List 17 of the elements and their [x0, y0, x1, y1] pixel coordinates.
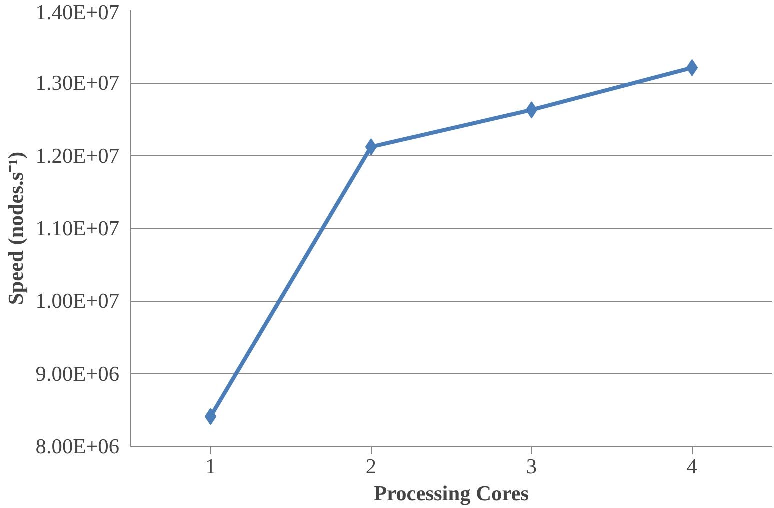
y-tick-label: 1.10E+07	[36, 216, 120, 240]
x-tick-label: 2	[366, 454, 377, 478]
x-axis-title: Processing Cores	[374, 482, 530, 506]
x-tick-label: 1	[205, 454, 216, 478]
y-tick-label: 8.00E+06	[36, 434, 120, 458]
y-tick-label: 1.30E+07	[36, 71, 120, 96]
point	[204, 408, 217, 426]
y-tick-label: 1.40E+07	[36, 0, 120, 24]
point	[365, 138, 378, 156]
point	[686, 59, 698, 76]
y-tick-label: 1.00E+07	[36, 289, 120, 314]
y-tick-label: 9.00E+06	[36, 362, 120, 386]
x-tick-label: 4	[686, 454, 698, 478]
x-tick-label: 3	[526, 454, 538, 478]
point	[526, 102, 538, 119]
y-axis-title: Speed (nodes.s⁻¹)	[4, 152, 28, 306]
y-tick-label: 1.20E+07	[36, 144, 120, 168]
